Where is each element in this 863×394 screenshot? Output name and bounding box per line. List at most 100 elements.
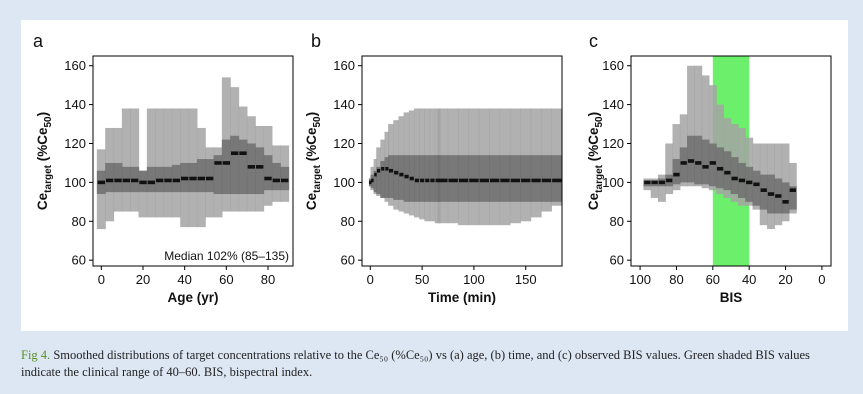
inner-band-bar [723,151,732,191]
median-marker [385,166,389,171]
outer-band-bar [650,178,659,198]
inner-band-bar [255,147,265,195]
inner-band-bar [238,139,248,195]
y-tick-label: 60 [72,253,86,268]
y-tick-label: 140 [333,97,355,112]
inner-band-bar [280,166,290,191]
outer-band-bar [708,85,717,191]
y-axis-label: Cetarget (%Ce50) [35,112,54,210]
median-marker [239,151,247,156]
median-marker [247,165,255,169]
figure-caption: Fig 4. Smoothed distributions of target … [21,347,851,381]
median-marker [489,178,500,183]
y-tick-label: 80 [341,214,355,229]
inner-band-bar [694,135,703,185]
y-tick-label: 120 [333,136,355,151]
panel-c: 60 80 100 120 140 160 100 80 60 40 20 0 BIS Cetarget … [586,31,832,305]
median-marker [673,172,680,177]
y-tick-label: 60 [610,253,624,268]
y-tick-label: 60 [341,253,355,268]
plot-area [368,108,562,226]
outer-band-bar [701,75,710,189]
x-tick-label: 40 [742,272,756,287]
inner-band-bar [489,155,501,202]
panel-b: 60 80 100 120 140 160 0 50 100 150 Time (min) Cetar… [304,31,563,305]
inner-band-bar [105,162,115,193]
plot-frame [361,55,563,267]
x-tick-label: 40 [177,272,191,287]
y-tick-label: 80 [610,214,624,229]
inner-band-bar [230,135,240,195]
median-marker [782,200,789,204]
inner-band-bar [551,155,562,202]
inner-band-bar [424,155,431,202]
x-tick-label: 20 [778,272,792,287]
median-marker [231,151,239,156]
inner-band-bar [205,159,215,193]
x-tick-label: 0 [367,272,374,287]
panel-label: b [311,31,321,51]
median-marker [644,180,651,185]
median-marker [371,178,374,183]
median-marker [695,161,702,165]
inner-band-bar [478,155,490,202]
inner-band-bar [509,155,521,202]
inner-band-bar [752,170,761,206]
median-marker [394,170,399,175]
median-marker [767,192,775,196]
inner-band-bar [113,162,123,193]
y-axis-label: Cetarget (%Ce50) [304,112,323,210]
x-tick-label: 80 [261,272,275,287]
x-tick-label: 100 [463,272,485,287]
median-marker [738,178,746,183]
inner-band-bar [388,155,394,198]
caption-label: Fig 4. [21,348,51,362]
inner-band-bar [679,147,688,183]
median-marker [469,178,479,183]
inner-band-bar [373,170,378,193]
y-tick-label: 120 [602,136,624,151]
inner-band-bar [759,174,768,210]
chart-figure: 60 80 100 120 140 160 0 20 40 60 80 Age (yr) Cetarge… [33,31,832,305]
inner-band-bar [530,155,542,202]
median-marker [716,166,724,171]
x-tick-label: 50 [415,272,429,287]
y-axis-label: Cetarget (%Ce50) [586,112,605,210]
median-marker [206,176,214,181]
median-marker [789,188,796,192]
median-marker [114,178,122,183]
median-marker [724,170,731,175]
inner-band-bar [376,166,381,195]
median-marker [435,178,440,183]
y-tick-label: 100 [64,175,86,190]
y-tick-label: 100 [333,175,355,190]
outer-band-bar [146,108,156,218]
outer-band-bar [121,108,131,212]
inner-band-bar [468,155,480,202]
x-tick-label: 0 [98,272,105,287]
inner-band-bar [213,155,223,195]
median-marker [702,165,709,169]
y-tick-label: 140 [64,97,86,112]
median-marker [760,188,767,192]
median-marker [541,178,552,183]
median-marker [97,180,105,185]
median-marker [197,176,205,181]
median-marker [122,178,130,183]
x-axis-label: BIS [720,290,743,305]
figure-panel: 60 80 100 120 140 160 0 20 40 60 80 Age (yr) Cetarge… [21,20,848,331]
inner-band-bar [458,155,470,202]
inner-band-bar [701,139,710,185]
median-marker [709,161,716,165]
median-marker [651,180,658,185]
panel-a: 60 80 100 120 140 160 0 20 40 60 80 Age (yr) Cetarge… [33,31,294,305]
median-marker [500,178,510,183]
inner-band-bar [520,155,532,202]
inner-band-bar [540,155,552,202]
x-tick-label: 80 [669,272,683,287]
plot-area [96,77,290,230]
inner-band-bar [146,166,156,193]
median-marker [147,180,155,185]
y-tick-label: 160 [333,58,355,73]
plot-area [643,56,797,266]
